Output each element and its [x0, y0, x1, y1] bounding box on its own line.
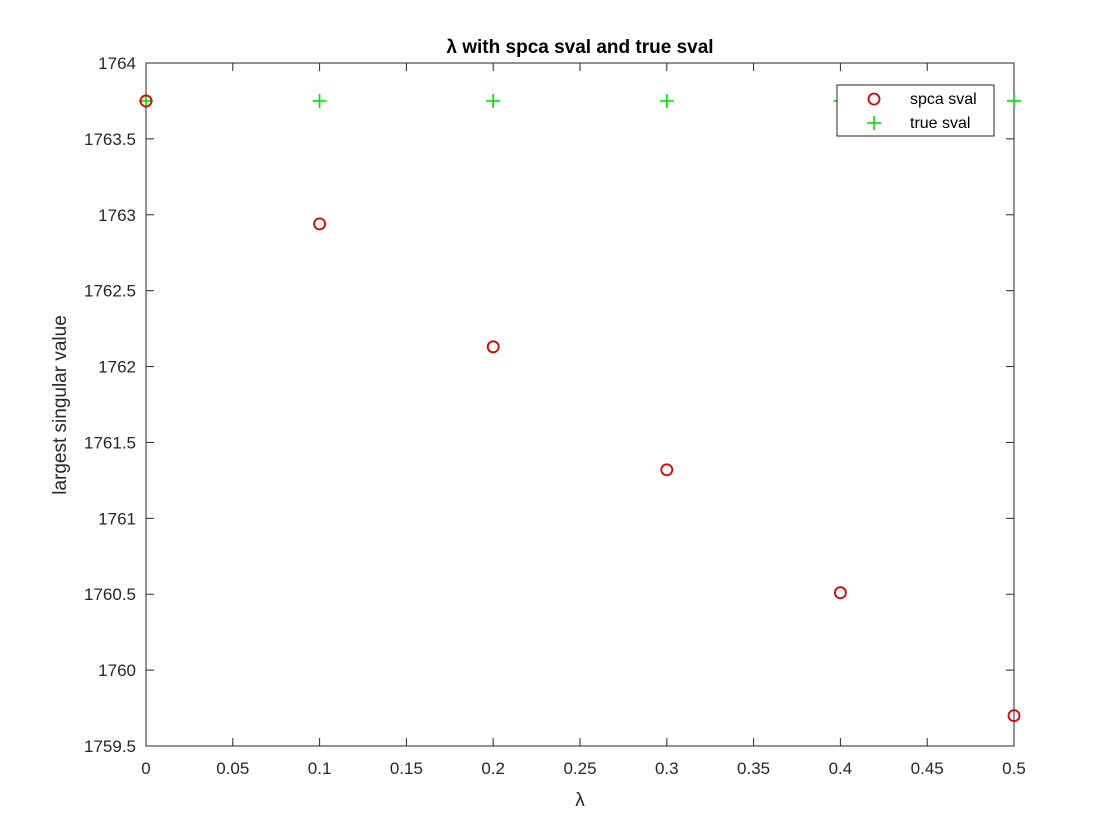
true-sval-point — [486, 93, 501, 108]
axes-box — [145, 62, 1015, 747]
x-tick-label: 0.2 — [481, 759, 505, 778]
spca-sval-point — [834, 586, 847, 600]
x-tick-label: 0.05 — [216, 759, 249, 778]
legend-label-spca-sval: spca sval — [910, 91, 977, 108]
x-axis-label: λ — [575, 790, 585, 811]
y-tick-label: 1762.5 — [84, 282, 136, 301]
x-tick-label: 0.1 — [308, 759, 332, 778]
legend-marker-true-sval — [867, 116, 881, 130]
x-tick-label: 0 — [141, 759, 150, 778]
y-tick-label: 1761 — [98, 509, 136, 528]
legend: spca sval true sval — [836, 84, 995, 137]
x-tick-label: 0.25 — [563, 759, 596, 778]
x-tick-label: 0.3 — [655, 759, 679, 778]
legend-box — [836, 84, 995, 137]
spca-sval-point — [139, 94, 153, 108]
true-sval-point — [312, 93, 327, 108]
y-tick-label: 1762 — [98, 358, 136, 377]
spca-sval-point — [486, 340, 500, 354]
y-tick-label: 1763 — [98, 206, 136, 225]
x-tick-label: 0.5 — [1002, 759, 1026, 778]
legend-label-true-sval: true sval — [910, 115, 970, 132]
y-tick-label: 1760.5 — [84, 585, 136, 604]
y-tick-label: 1761.5 — [84, 433, 136, 452]
x-tick-label: 0.45 — [911, 759, 944, 778]
chart-title: λ with spca sval and true sval — [446, 37, 713, 58]
x-tick-label: 0.15 — [390, 759, 423, 778]
spca-sval-point — [660, 463, 674, 477]
y-tick-label: 1764 — [98, 54, 136, 73]
legend-marker-spca-sval — [867, 92, 881, 106]
plot-area — [145, 62, 1015, 747]
x-tick-label: 0.4 — [829, 759, 853, 778]
true-sval-point — [1007, 93, 1021, 108]
spca-sval-point — [1007, 709, 1021, 723]
true-sval-point — [659, 93, 674, 108]
spca-sval-point — [313, 217, 327, 231]
y-tick-label: 1759.5 — [84, 737, 136, 756]
y-axis-label: largest singular value — [50, 315, 71, 495]
axis-ticks: 0 0.05 0.1 0.15 0.2 0.25 0.3 0.35 0.4 0.45 0.5 1759… — [84, 54, 1026, 778]
x-tick-label: 0.35 — [737, 759, 770, 778]
y-tick-label: 1760 — [98, 661, 136, 680]
y-tick-label: 1763.5 — [84, 130, 136, 149]
